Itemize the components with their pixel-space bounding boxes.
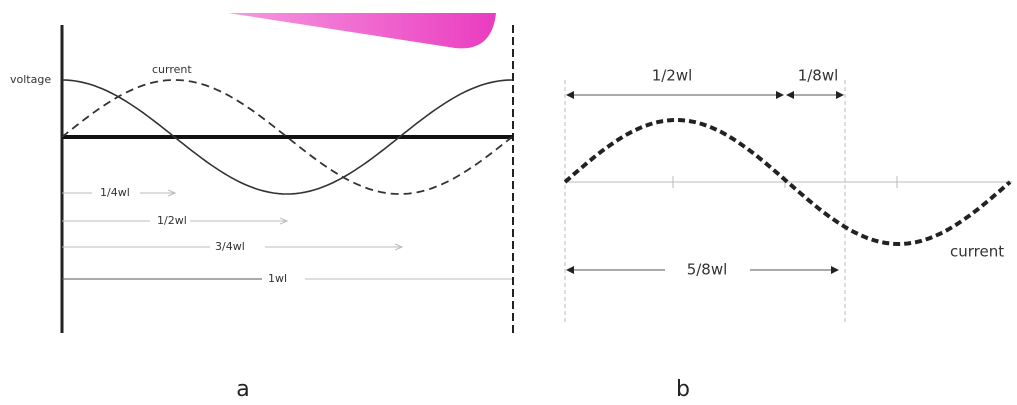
dim-label: 5/8wl [687,261,728,279]
voltage-label: voltage [10,73,51,86]
dim-label: 1wl [268,272,287,285]
voltage-curve [61,79,513,195]
dim-label: 1/4wl [100,186,130,199]
dim-label: 1/2wl [157,214,187,227]
panel-a: voltage current 1/4wl 1/2wl 3/4wl 1wl a [10,13,514,402]
panel-b: 1/2wl 1/8wl 5/8wl current b [563,67,1012,402]
pink-shape [228,13,496,49]
curve-label: current [950,243,1004,261]
caption: a [236,377,249,402]
current-label: current [152,63,192,76]
current-curve [563,117,1012,247]
dim-label: 1/2wl [652,67,693,85]
dim-label: 3/4wl [215,240,245,253]
caption: b [676,377,690,402]
dim-label: 1/8wl [798,67,839,85]
